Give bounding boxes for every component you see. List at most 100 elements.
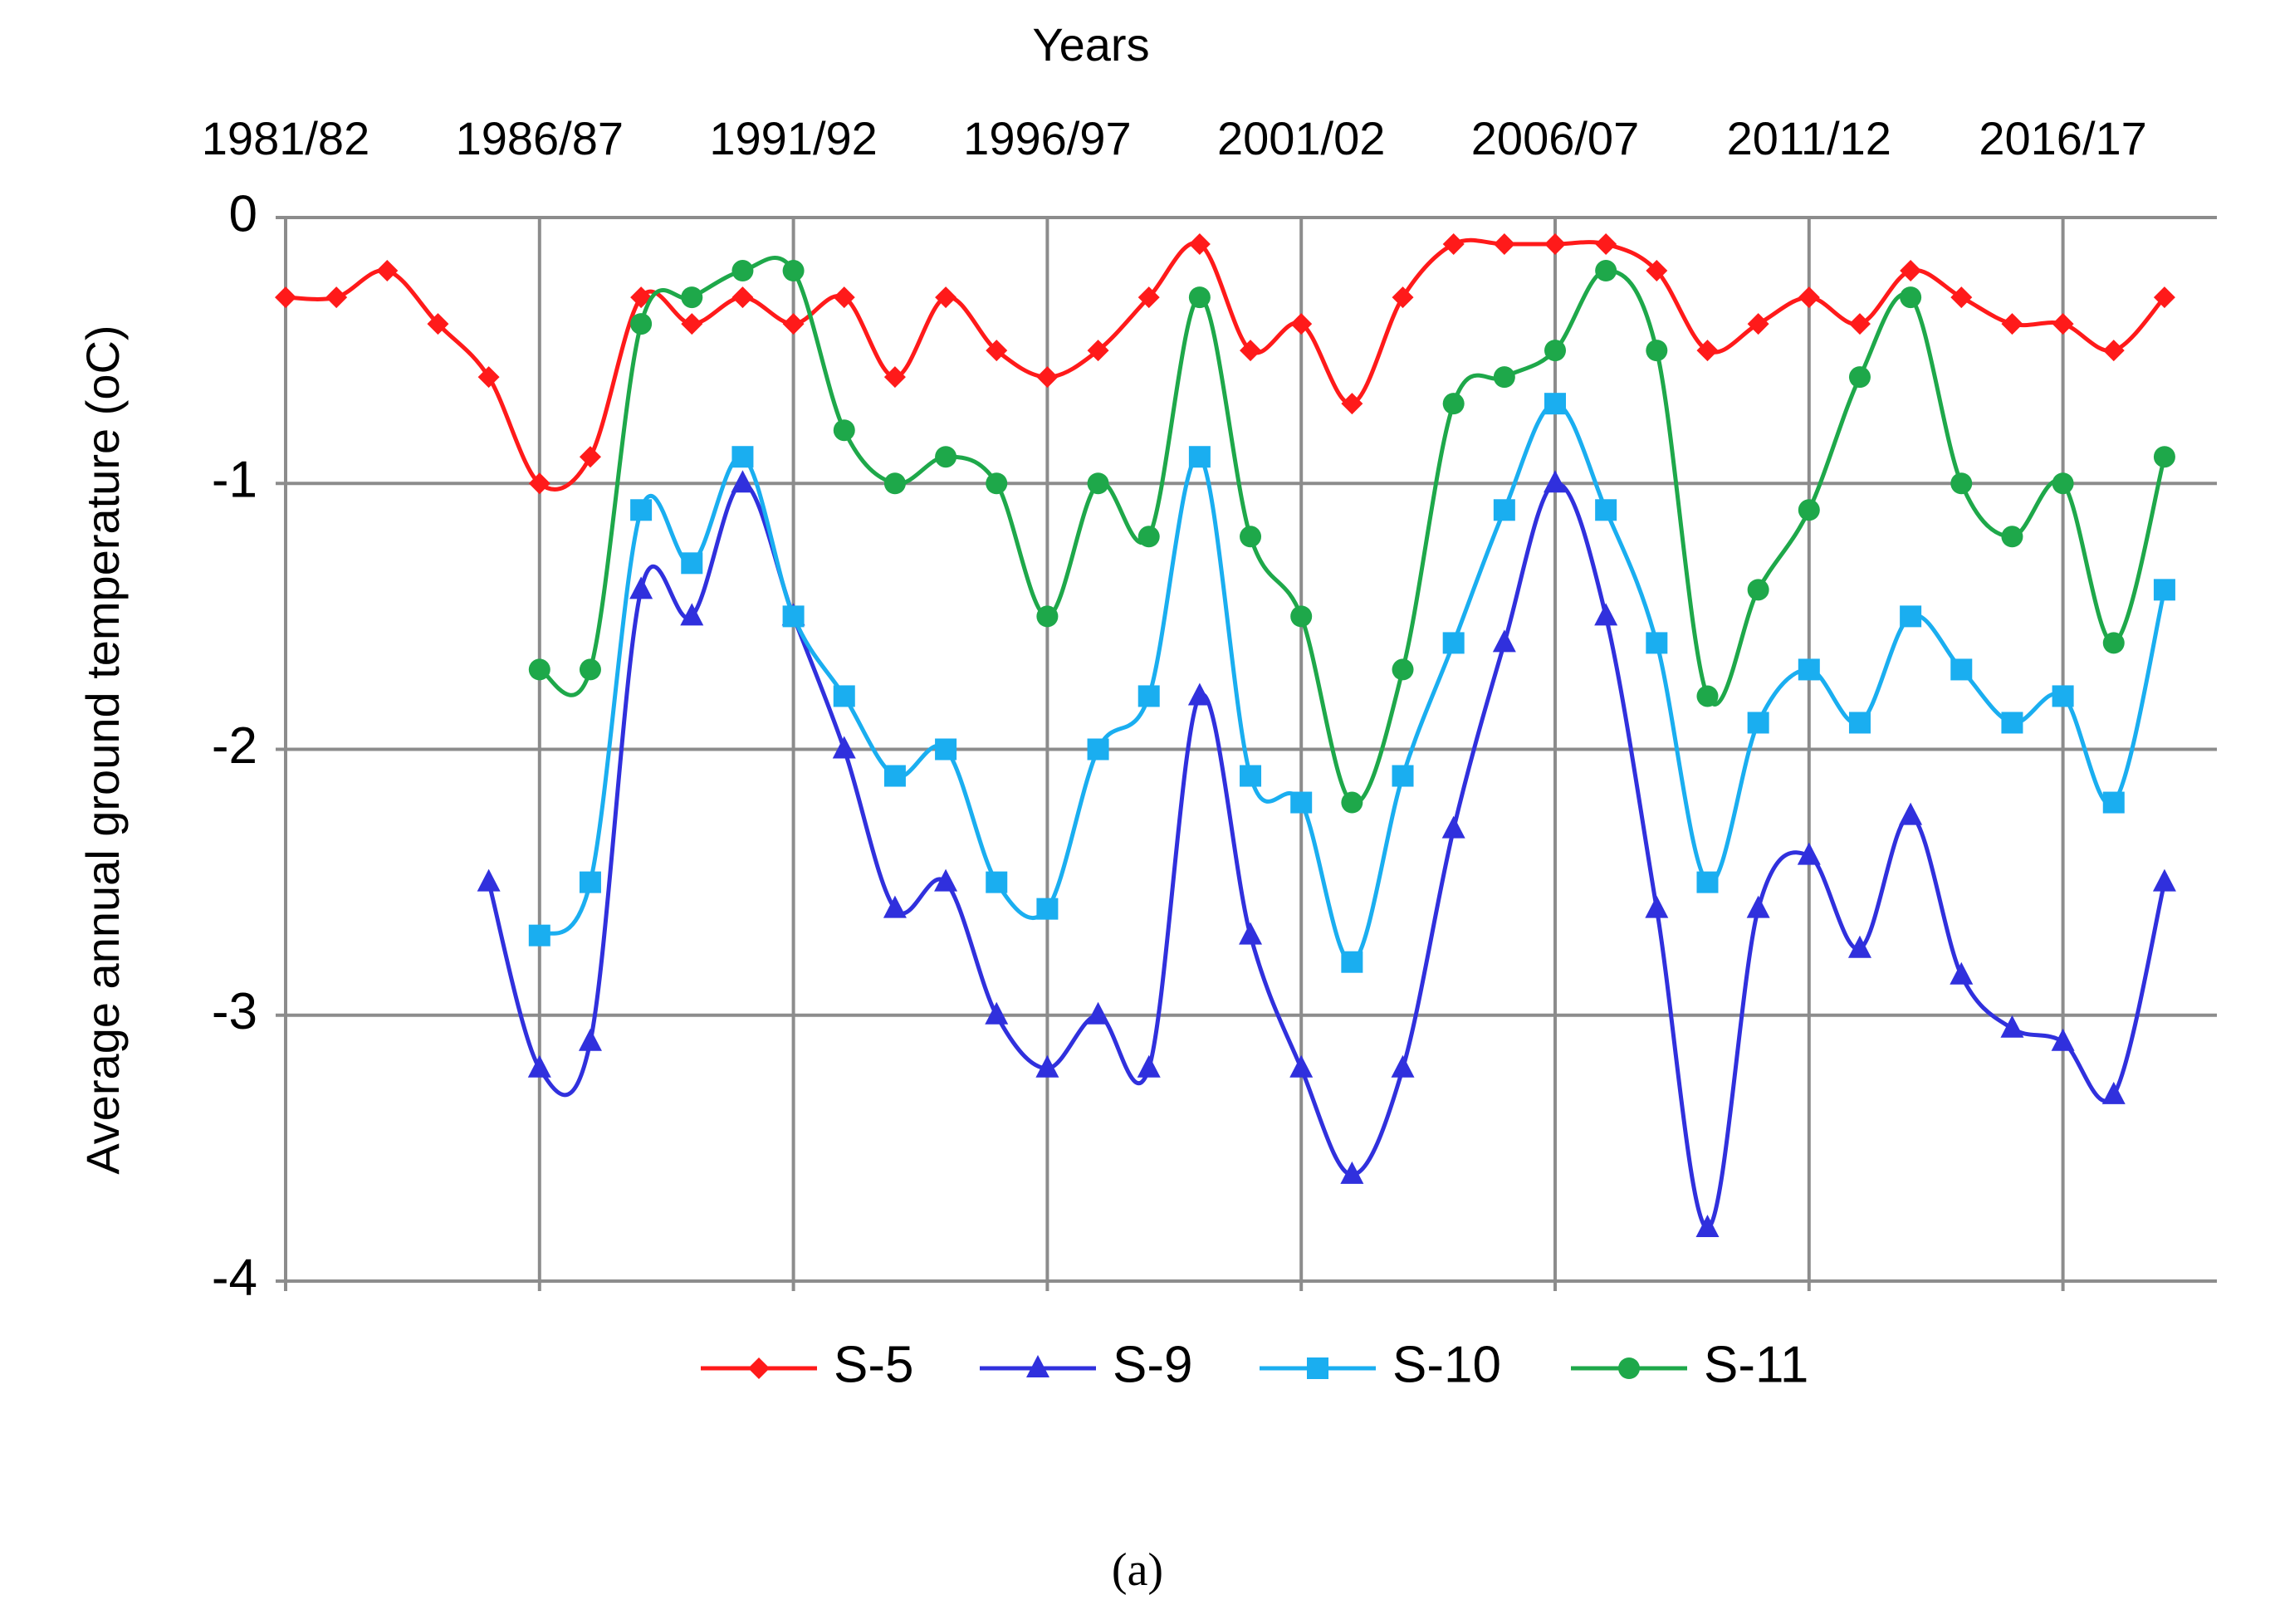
marker bbox=[1847, 935, 1871, 958]
marker bbox=[376, 260, 399, 282]
marker bbox=[1950, 286, 1973, 309]
y-tick-label: -3 bbox=[212, 983, 257, 1040]
marker bbox=[1848, 366, 1871, 389]
marker bbox=[731, 446, 754, 468]
marker bbox=[2153, 286, 2175, 309]
marker bbox=[1696, 871, 1719, 893]
marker bbox=[1289, 1054, 1314, 1078]
marker bbox=[681, 552, 703, 575]
marker bbox=[1950, 658, 1973, 681]
marker bbox=[1900, 260, 1922, 282]
marker bbox=[579, 658, 601, 681]
marker bbox=[935, 446, 957, 468]
y-tick-label: -4 bbox=[212, 1249, 257, 1306]
marker bbox=[1036, 898, 1059, 920]
marker bbox=[1646, 340, 1668, 362]
marker bbox=[1595, 260, 1617, 282]
marker bbox=[1595, 499, 1617, 521]
marker bbox=[883, 472, 906, 495]
marker bbox=[1035, 1054, 1059, 1078]
legend-item: S-11 bbox=[1571, 1336, 1808, 1393]
marker bbox=[2153, 579, 2175, 601]
x-tick-label: 2016/17 bbox=[1979, 112, 2146, 164]
marker bbox=[2102, 791, 2125, 814]
legend-label: S-11 bbox=[1704, 1336, 1808, 1393]
marker bbox=[1493, 499, 1515, 521]
x-axis-title: Years bbox=[1032, 18, 1149, 71]
marker bbox=[1290, 791, 1313, 814]
legend-item: S-9 bbox=[980, 1336, 1192, 1393]
marker bbox=[275, 286, 296, 309]
marker bbox=[1138, 526, 1160, 548]
marker bbox=[1595, 233, 1617, 256]
marker bbox=[477, 868, 501, 892]
series bbox=[528, 393, 2175, 973]
marker bbox=[2001, 712, 2023, 734]
marker bbox=[986, 340, 1008, 362]
marker bbox=[731, 286, 754, 309]
caption: (a) bbox=[1112, 1544, 1163, 1596]
marker bbox=[1290, 605, 1313, 628]
marker bbox=[1392, 658, 1414, 681]
marker bbox=[1138, 286, 1160, 309]
marker bbox=[1899, 802, 1923, 825]
marker bbox=[2102, 340, 2125, 362]
marker bbox=[1341, 791, 1363, 814]
x-tick-label: 2011/12 bbox=[1727, 112, 1891, 164]
marker bbox=[1188, 446, 1211, 468]
x-tick-label: 1991/92 bbox=[709, 112, 877, 164]
marker bbox=[2152, 868, 2176, 892]
marker bbox=[527, 1054, 551, 1078]
marker bbox=[1695, 1214, 1720, 1237]
marker bbox=[1594, 603, 1618, 626]
marker bbox=[1747, 712, 1769, 734]
marker bbox=[1544, 470, 1567, 493]
marker bbox=[2000, 1015, 2024, 1038]
marker bbox=[748, 1357, 770, 1379]
marker bbox=[934, 868, 958, 892]
marker bbox=[1239, 922, 1263, 945]
marker bbox=[883, 765, 906, 787]
line bbox=[487, 481, 2167, 1230]
marker bbox=[833, 286, 855, 309]
marker bbox=[1747, 313, 1769, 335]
marker bbox=[1798, 658, 1820, 681]
marker bbox=[1340, 1161, 1364, 1184]
x-tick-label: 1996/97 bbox=[963, 112, 1131, 164]
marker bbox=[1696, 340, 1719, 362]
marker bbox=[1645, 895, 1669, 918]
marker bbox=[1087, 472, 1109, 495]
marker bbox=[1618, 1357, 1640, 1379]
x-tick-label: 2001/02 bbox=[1217, 112, 1385, 164]
marker bbox=[782, 260, 805, 282]
marker bbox=[1493, 233, 1515, 256]
marker bbox=[1900, 286, 1922, 309]
marker bbox=[1950, 961, 1974, 985]
marker bbox=[986, 472, 1008, 495]
marker bbox=[325, 286, 348, 309]
series bbox=[528, 256, 2175, 814]
marker bbox=[883, 895, 907, 918]
marker bbox=[2052, 685, 2074, 707]
marker bbox=[2101, 1081, 2126, 1104]
marker bbox=[883, 366, 906, 389]
y-tick-label: 0 bbox=[229, 185, 257, 242]
x-tick-label: 1981/82 bbox=[202, 112, 369, 164]
marker bbox=[681, 286, 703, 309]
marker bbox=[1747, 579, 1769, 601]
marker bbox=[2001, 313, 2023, 335]
marker bbox=[2052, 313, 2074, 335]
marker bbox=[1341, 393, 1363, 415]
marker bbox=[833, 419, 855, 442]
marker bbox=[1442, 233, 1465, 256]
y-tick-label: -2 bbox=[212, 717, 257, 775]
legend-label: S-5 bbox=[834, 1336, 913, 1393]
y-tick-label: -1 bbox=[212, 452, 257, 509]
marker bbox=[833, 685, 855, 707]
x-tick-label: 1986/87 bbox=[456, 112, 624, 164]
marker bbox=[1240, 526, 1262, 548]
marker bbox=[1187, 682, 1211, 706]
marker bbox=[1848, 712, 1871, 734]
